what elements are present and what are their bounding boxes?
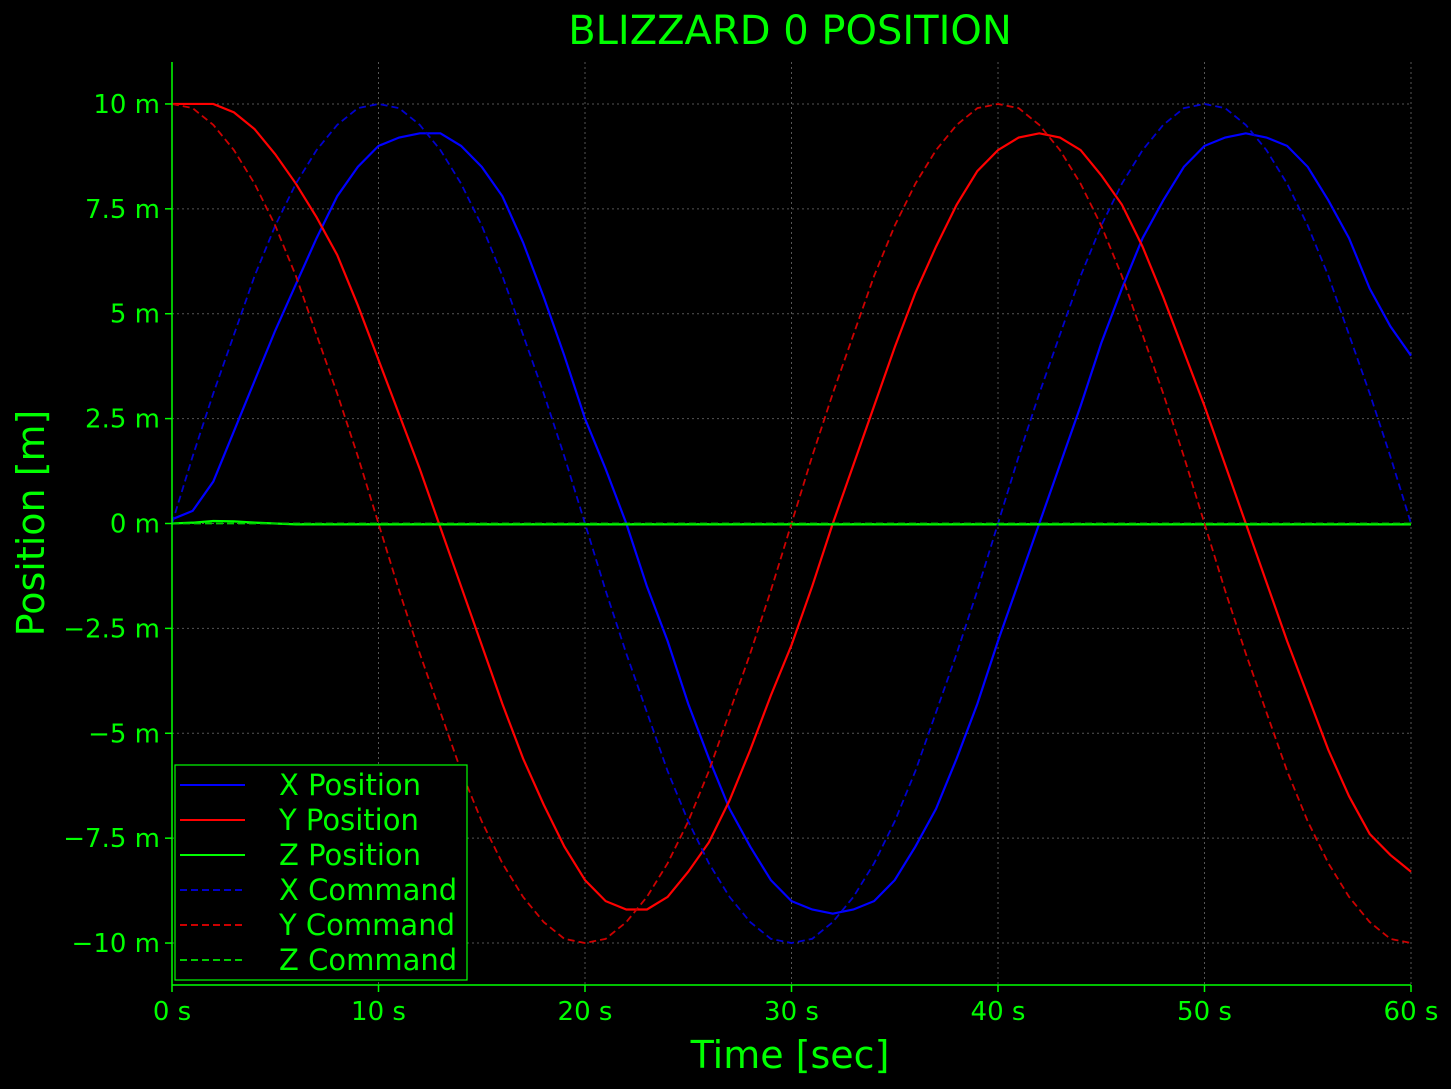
- legend-label: Y Position: [278, 803, 419, 837]
- y-tick-label: 7.5 m: [85, 195, 160, 225]
- x-tick-label: 0 s: [153, 997, 191, 1027]
- legend-label: X Position: [279, 768, 421, 802]
- y-tick-label: 5 m: [110, 300, 160, 330]
- y-axis-label: Position [m]: [9, 410, 53, 637]
- chart-title: BLIZZARD 0 POSITION: [568, 8, 1012, 54]
- legend-label: Y Command: [278, 908, 455, 942]
- y-tick-label: 10 m: [93, 90, 160, 120]
- legend-label: X Command: [279, 873, 457, 907]
- y-tick-label: 2.5 m: [85, 405, 160, 435]
- y-tick-label: −7.5 m: [63, 824, 160, 854]
- series-layer: [171, 102, 1412, 944]
- series-line-y-position: [172, 102, 1412, 911]
- tick-labels: 0 s 10 s 20 s 30 s 40 s 50 s 60 s 10 m 7.5 m 5 m 2…: [63, 90, 1438, 1027]
- x-tick-label: 20 s: [558, 997, 613, 1027]
- x-tick-label: 30 s: [764, 997, 819, 1027]
- y-tick-label: −10 m: [72, 929, 160, 959]
- y-tick-label: −2.5 m: [63, 614, 160, 644]
- axes: [165, 62, 1412, 992]
- y-tick-label: 0 m: [110, 510, 160, 540]
- x-tick-label: 50 s: [1177, 997, 1232, 1027]
- series-line-x-command: [171, 103, 1412, 944]
- legend-label: Z Position: [279, 838, 421, 872]
- legend-box: [174, 764, 468, 981]
- series-line-x-position: [171, 132, 1412, 915]
- y-tick-label: −5 m: [88, 719, 160, 749]
- x-tick-label: 60 s: [1384, 997, 1439, 1027]
- x-tick-label: 10 s: [351, 997, 406, 1027]
- x-tick-label: 40 s: [971, 997, 1026, 1027]
- x-axis-label: Time [sec]: [690, 1033, 890, 1077]
- legend-label: Z Command: [279, 943, 457, 977]
